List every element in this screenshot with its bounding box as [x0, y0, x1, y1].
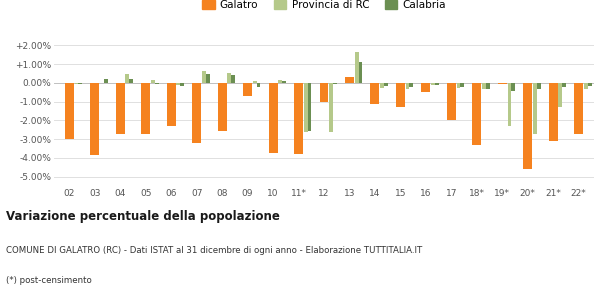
Bar: [333, 83, 337, 84]
Bar: [269, 83, 278, 153]
Bar: [359, 62, 362, 83]
Bar: [74, 83, 79, 84]
Bar: [421, 83, 430, 92]
Bar: [202, 71, 206, 83]
Bar: [409, 83, 413, 87]
Bar: [308, 83, 311, 131]
Bar: [227, 73, 231, 83]
Legend: Galatro, Provincia di RC, Calabria: Galatro, Provincia di RC, Calabria: [198, 0, 450, 14]
Text: (*) post-censimento: (*) post-censimento: [6, 276, 92, 285]
Bar: [206, 74, 209, 83]
Bar: [282, 81, 286, 83]
Bar: [180, 83, 184, 86]
Bar: [257, 83, 260, 87]
Bar: [125, 74, 129, 83]
Bar: [116, 83, 125, 134]
Bar: [304, 83, 308, 132]
Bar: [218, 83, 227, 131]
Bar: [396, 83, 405, 107]
Bar: [523, 83, 532, 169]
Bar: [278, 80, 282, 83]
Bar: [559, 83, 562, 107]
Bar: [498, 83, 507, 84]
Bar: [584, 83, 588, 89]
Bar: [406, 83, 409, 88]
Bar: [431, 83, 435, 85]
Bar: [588, 83, 592, 86]
Bar: [192, 83, 201, 143]
Bar: [104, 79, 107, 83]
Bar: [380, 83, 384, 88]
Bar: [370, 83, 379, 104]
Bar: [486, 83, 490, 88]
Bar: [345, 77, 354, 83]
Text: COMUNE DI GALATRO (RC) - Dati ISTAT al 31 dicembre di ogni anno - Elaborazione T: COMUNE DI GALATRO (RC) - Dati ISTAT al 3…: [6, 246, 422, 255]
Bar: [90, 83, 99, 155]
Bar: [549, 83, 558, 141]
Bar: [533, 83, 537, 134]
Bar: [141, 83, 150, 134]
Bar: [472, 83, 481, 145]
Bar: [355, 52, 359, 83]
Bar: [435, 83, 439, 85]
Bar: [457, 83, 460, 88]
Bar: [482, 83, 486, 89]
Bar: [253, 81, 257, 83]
Bar: [294, 83, 303, 154]
Bar: [79, 83, 82, 84]
Bar: [243, 83, 252, 96]
Bar: [384, 83, 388, 86]
Bar: [167, 83, 176, 126]
Bar: [320, 83, 328, 102]
Bar: [460, 83, 464, 87]
Bar: [574, 83, 583, 134]
Text: Variazione percentuale della popolazione: Variazione percentuale della popolazione: [6, 210, 280, 223]
Bar: [537, 83, 541, 89]
Bar: [447, 83, 456, 120]
Bar: [231, 75, 235, 83]
Bar: [562, 83, 566, 87]
Bar: [508, 83, 511, 126]
Bar: [176, 83, 180, 85]
Bar: [65, 83, 74, 139]
Bar: [511, 83, 515, 91]
Bar: [329, 83, 333, 132]
Bar: [129, 79, 133, 83]
Bar: [151, 80, 155, 83]
Bar: [155, 83, 158, 84]
